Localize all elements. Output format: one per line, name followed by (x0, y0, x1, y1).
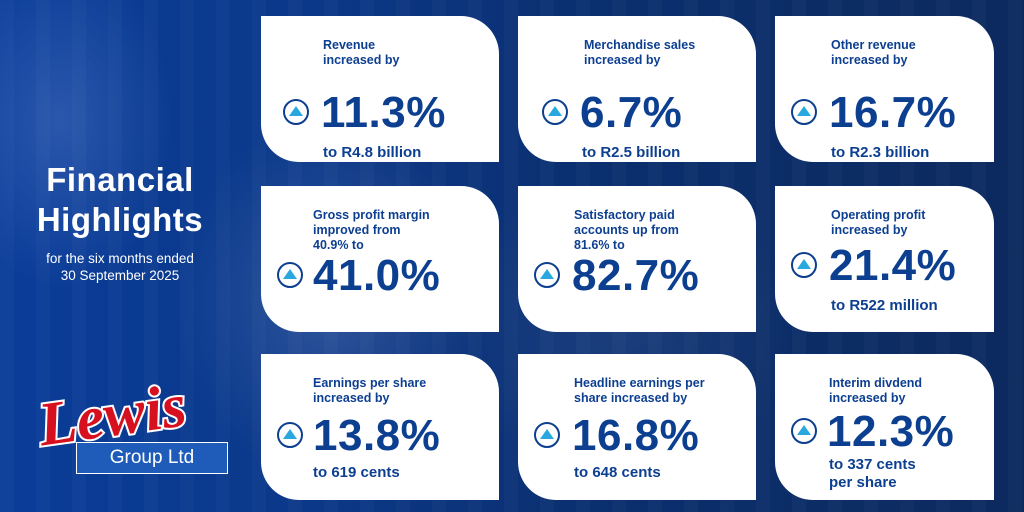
card-value: 11.3% (321, 88, 446, 137)
card-value: 82.7% (572, 251, 700, 300)
card-subtext: to R522 million (831, 297, 938, 314)
card-subtext: to 648 cents (574, 464, 661, 481)
card-label: Gross profit margin improved from 40.9% to (313, 208, 430, 252)
card-label: Earnings per share increased by (313, 376, 427, 405)
card-label: Other revenue increased by (831, 38, 916, 67)
card-value: 41.0% (313, 251, 441, 300)
highlight-card-satisfactory-paid-accounts: Satisfactory paid accounts up from 81.6% t… (518, 186, 756, 332)
card-label: Merchandise sales increased by (584, 38, 696, 67)
card-value: 12.3% (827, 407, 955, 456)
card-subtext: to R2.3 billion (831, 144, 930, 161)
up-arrow-circle-icon (534, 422, 560, 448)
up-arrow-circle-icon (791, 252, 817, 278)
card-subtext: to 337 cents per share (829, 456, 916, 491)
highlight-card-merchandise-sales: Merchandise sales increased by 6.7% to R2… (518, 16, 756, 162)
card-subtext: to 619 cents (313, 464, 400, 481)
card-label: Interim divdend increased by (829, 376, 923, 405)
card-value: 16.8% (572, 411, 700, 460)
card-value: 21.4% (829, 241, 957, 290)
highlight-card-operating-profit: Operating profit increased by 21.4% to R5… (775, 186, 994, 332)
page-title-line-1: Financial (46, 161, 194, 198)
highlight-card-revenue: Revenue increased by 11.3% to R4.8 billio… (261, 16, 499, 162)
lewis-wordmark-icon: Lewis (32, 369, 192, 448)
up-arrow-circle-icon (791, 418, 817, 444)
logo-wordmark: Lewis (33, 371, 190, 448)
highlight-card-other-revenue: Other revenue increased by 16.7% to R2.3 … (775, 16, 994, 162)
title-block: Financial Highlights for the six months … (14, 160, 226, 284)
card-label: Satisfactory paid accounts up from 81.6% t… (574, 208, 679, 252)
card-label: Revenue increased by (323, 38, 400, 67)
card-value: 16.7% (829, 88, 957, 137)
subtitle-line-1: for the six months ended (46, 251, 194, 266)
period-subtitle: for the six months ended 30 September 20… (14, 250, 226, 284)
card-subtext: to R4.8 billion (323, 144, 422, 161)
highlight-card-interim-dividend: Interim divdend increased by 12.3% to 337… (775, 354, 994, 500)
card-value: 6.7% (580, 88, 683, 137)
page-title-line-2: Highlights (36, 201, 204, 238)
highlight-card-gross-profit-margin: Gross profit margin improved from 40.9% to… (261, 186, 499, 332)
card-label: Headline earnings per share increased by (574, 376, 705, 405)
lewis-logo: Lewis Group Ltd (32, 368, 228, 480)
card-value: 13.8% (313, 411, 441, 460)
card-subtext: to R2.5 billion (582, 144, 681, 161)
up-arrow-circle-icon (791, 99, 817, 125)
up-arrow-circle-icon (277, 422, 303, 448)
highlight-card-earnings-per-share: Earnings per share increased by 13.8% to … (261, 354, 499, 500)
up-arrow-circle-icon (283, 99, 309, 125)
highlight-card-headline-earnings-per-share: Headline earnings per share increased by … (518, 354, 756, 500)
up-arrow-circle-icon (277, 262, 303, 288)
up-arrow-circle-icon (542, 99, 568, 125)
up-arrow-circle-icon (534, 262, 560, 288)
subtitle-line-2: 30 September 2025 (60, 268, 180, 283)
logo-group-ltd-box: Group Ltd (76, 442, 228, 474)
card-label: Operating profit increased by (831, 208, 926, 237)
